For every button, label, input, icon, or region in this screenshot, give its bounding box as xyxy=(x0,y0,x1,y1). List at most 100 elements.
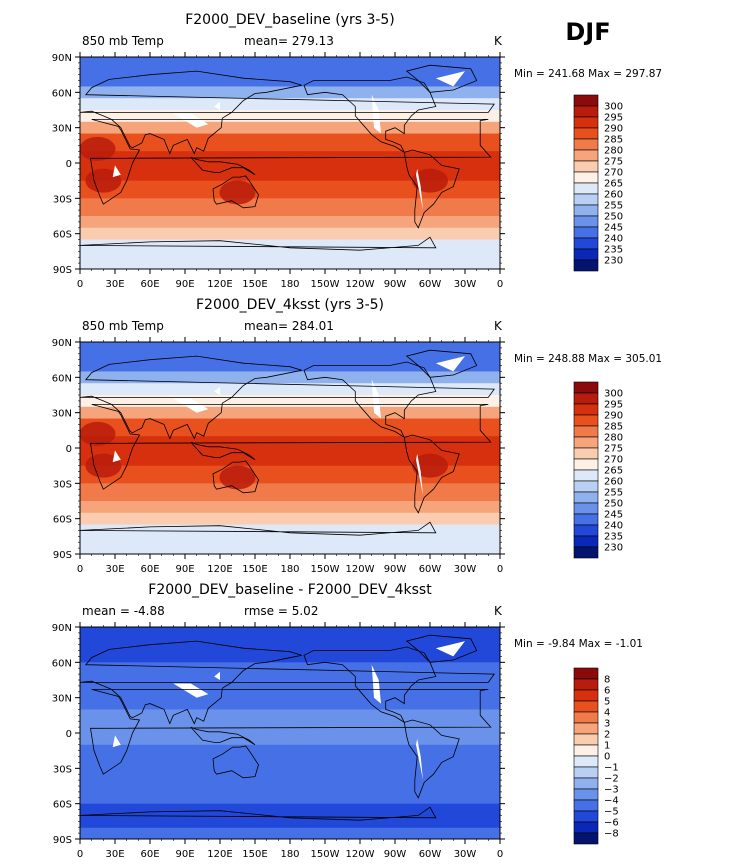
panel-center-label: mean= 284.01 xyxy=(244,319,334,333)
contour-band xyxy=(80,377,500,384)
colorbar-label: 230 xyxy=(604,543,623,554)
lon-tick-label: 120E xyxy=(207,564,232,575)
contour-band xyxy=(80,245,500,252)
lat-tick-label: 60N xyxy=(52,88,72,99)
warm-anomaly xyxy=(219,180,256,205)
contour-band xyxy=(80,536,500,543)
colorbar-label: 250 xyxy=(604,499,623,510)
colorbar-label: 6 xyxy=(604,686,610,697)
lon-tick-label: 180 xyxy=(280,564,299,575)
contour-band xyxy=(80,501,500,508)
coastline xyxy=(403,434,460,514)
lat-tick-label: 90S xyxy=(53,265,72,276)
colorbar-label: 260 xyxy=(604,190,623,201)
colorbar-swatch xyxy=(573,546,599,559)
lat-tick-label: 90N xyxy=(52,623,72,634)
lon-tick-label: 90E xyxy=(175,564,194,575)
contour-band xyxy=(80,483,500,490)
colorbar-label: 8 xyxy=(604,675,610,686)
lon-tick-label: 0 xyxy=(497,564,503,575)
colorbar-swatch xyxy=(573,447,599,460)
warm-anomaly xyxy=(412,168,448,193)
colorbar-swatch xyxy=(573,469,599,482)
colorbar-swatch xyxy=(573,381,599,394)
contour-field xyxy=(80,342,500,554)
lat-tick-label: 60N xyxy=(52,658,72,669)
contour-band xyxy=(80,383,500,390)
colorbar-label: −2 xyxy=(604,774,619,785)
min-max-label: Min = -9.84 Max = -1.01 xyxy=(514,638,643,650)
coastline xyxy=(90,119,492,205)
coastline xyxy=(303,361,437,439)
lon-tick-label: 60E xyxy=(140,564,159,575)
contour-band xyxy=(80,127,500,135)
contour-band xyxy=(80,192,500,199)
colorbar-swatch xyxy=(573,667,599,680)
contour-band xyxy=(80,263,500,269)
lon-tick-label: 120W xyxy=(346,279,375,290)
colorbar-label: −1 xyxy=(604,763,619,774)
colorbar-label: 240 xyxy=(604,234,623,245)
colorbar-label: 0 xyxy=(604,752,610,763)
contour-band xyxy=(80,221,500,229)
contour-band xyxy=(80,347,500,355)
colorbar-swatch xyxy=(573,744,599,757)
lat-tick-label: 30N xyxy=(52,124,72,135)
coastline xyxy=(212,175,259,209)
colorbar-label: 290 xyxy=(604,124,623,135)
colorbar-label: 300 xyxy=(604,389,623,400)
colorbar-label: −8 xyxy=(604,829,619,840)
contour-band xyxy=(80,389,500,396)
contour-band xyxy=(80,80,500,88)
lon-tick-label: 150E xyxy=(242,564,267,575)
contour-band xyxy=(80,495,500,502)
colorbar-label: 280 xyxy=(604,433,623,444)
contour-band xyxy=(80,768,500,781)
colorbar-label: 4 xyxy=(604,708,610,719)
contour-band xyxy=(80,489,500,496)
colorbar-label: 270 xyxy=(604,168,623,179)
panel-units-label: K xyxy=(494,34,503,48)
colorbar-swatch xyxy=(573,436,599,449)
contour-band xyxy=(80,104,500,111)
missing-data-region xyxy=(371,94,381,134)
coastline xyxy=(405,64,478,93)
coastline xyxy=(90,689,492,775)
contour-band xyxy=(80,674,500,687)
colorbar-label: 285 xyxy=(604,135,623,146)
missing-data-region xyxy=(173,683,209,698)
warm-anomaly xyxy=(85,168,122,193)
lon-tick-label: 90W xyxy=(384,564,407,575)
contour-band xyxy=(80,216,500,223)
coastline xyxy=(80,521,437,554)
colorbar-swatch xyxy=(573,788,599,801)
lon-tick-label: 90E xyxy=(175,279,194,290)
colorbar-label: 285 xyxy=(604,422,623,433)
map-panel-2: F2000_DEV_4ksst (yrs 3-5) 850 mb Temp mean… xyxy=(52,297,662,575)
colorbar-swatch xyxy=(573,105,599,118)
contour-band xyxy=(80,233,500,241)
colorbar: 3002952902852802752702652602552502452402… xyxy=(573,381,623,559)
contour-band xyxy=(80,251,500,258)
colorbar-label: 230 xyxy=(604,256,623,267)
lon-tick-label: 0 xyxy=(77,564,83,575)
contour-band xyxy=(80,477,500,484)
missing-data-region xyxy=(435,356,465,372)
colorbar-label: 235 xyxy=(604,245,623,256)
lon-tick-label: 0 xyxy=(77,279,83,290)
colorbar-swatch xyxy=(573,502,599,515)
contour-band xyxy=(80,650,500,663)
contour-band xyxy=(80,210,500,217)
contour-band xyxy=(80,542,500,549)
contour-band xyxy=(80,530,500,537)
contour-band xyxy=(80,448,500,455)
contour-band xyxy=(80,163,500,170)
coastline xyxy=(303,646,437,724)
contour-band xyxy=(80,780,500,793)
missing-data-region xyxy=(416,453,423,496)
coastline xyxy=(80,806,437,839)
colorbar-label: 240 xyxy=(604,521,623,532)
coastline xyxy=(405,634,478,663)
colorbar-label: 265 xyxy=(604,179,623,190)
lat-tick-label: 90S xyxy=(53,550,72,561)
